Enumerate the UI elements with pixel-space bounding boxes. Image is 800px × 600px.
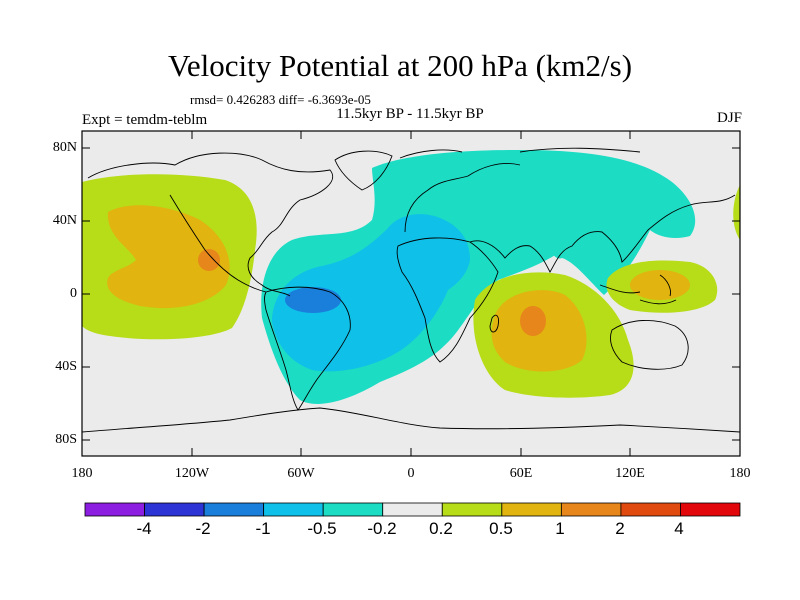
y-axis-ticks [82, 147, 740, 441]
colorbar-label: -1 [255, 519, 271, 538]
x-tick-label: 0 [407, 466, 415, 481]
colorbar-swatch [680, 502, 741, 517]
x-tick-label: 60W [287, 466, 315, 481]
y-tick-label: 0 [70, 286, 77, 301]
coastlines [82, 147, 740, 433]
positive-center-indian [520, 306, 546, 336]
colorbar-label: -0.2 [367, 519, 397, 538]
colorbar-swatch [263, 502, 324, 517]
season-label: DJF [716, 110, 742, 126]
colorbar-label: 1 [555, 519, 565, 538]
x-tick-label: 60E [509, 466, 533, 481]
colorbar-swatch [203, 502, 265, 517]
experiment-label: Expt = temdm-teblm [82, 112, 208, 128]
colorbar [84, 502, 741, 517]
x-tick-label: 180 [71, 466, 93, 481]
x-axis-ticks [81, 131, 741, 456]
y-tick-label: 80S [55, 432, 77, 447]
x-tick-label: 180 [729, 466, 751, 481]
plot-title: Velocity Potential at 200 hPa (km2/s) [167, 48, 633, 83]
positive-center-pacific [198, 249, 220, 271]
negative-center [285, 287, 341, 313]
colorbar-swatch [620, 502, 681, 517]
colorbar-label: 2 [615, 519, 625, 538]
x-tick-label: 120W [174, 466, 210, 481]
colorbar-swatch [382, 502, 443, 517]
y-tick-label: 40N [52, 213, 77, 228]
negative-region-atlantic [272, 214, 470, 372]
colorbar-swatch [84, 502, 145, 517]
plot-subtitle: 11.5kyr BP - 11.5kyr BP [336, 106, 484, 122]
colorbar-label: 0.2 [429, 519, 453, 538]
contour-fill [82, 131, 740, 456]
colorbar-label: 0.5 [489, 519, 513, 538]
colorbar-label: 4 [674, 519, 684, 538]
colorbar-label: -0.5 [307, 519, 337, 538]
positive-region-pacific-inner [107, 205, 230, 309]
colorbar-label: -4 [136, 519, 152, 538]
positive-center-west-pacific [630, 270, 690, 300]
colorbar-swatch [501, 502, 562, 517]
y-tick-label: 40S [55, 359, 77, 374]
colorbar-swatch [560, 502, 622, 517]
x-tick-label: 120E [615, 466, 645, 481]
colorbar-swatch [144, 502, 205, 517]
positive-region-pacific-east-edge [733, 185, 740, 240]
y-tick-label: 80N [52, 140, 77, 155]
rmsd-stats: rmsd= 0.426283 diff= -6.3693e-05 [190, 92, 371, 107]
colorbar-swatch [441, 502, 503, 517]
colorbar-label: -2 [195, 519, 211, 538]
colorbar-swatch [322, 502, 384, 517]
